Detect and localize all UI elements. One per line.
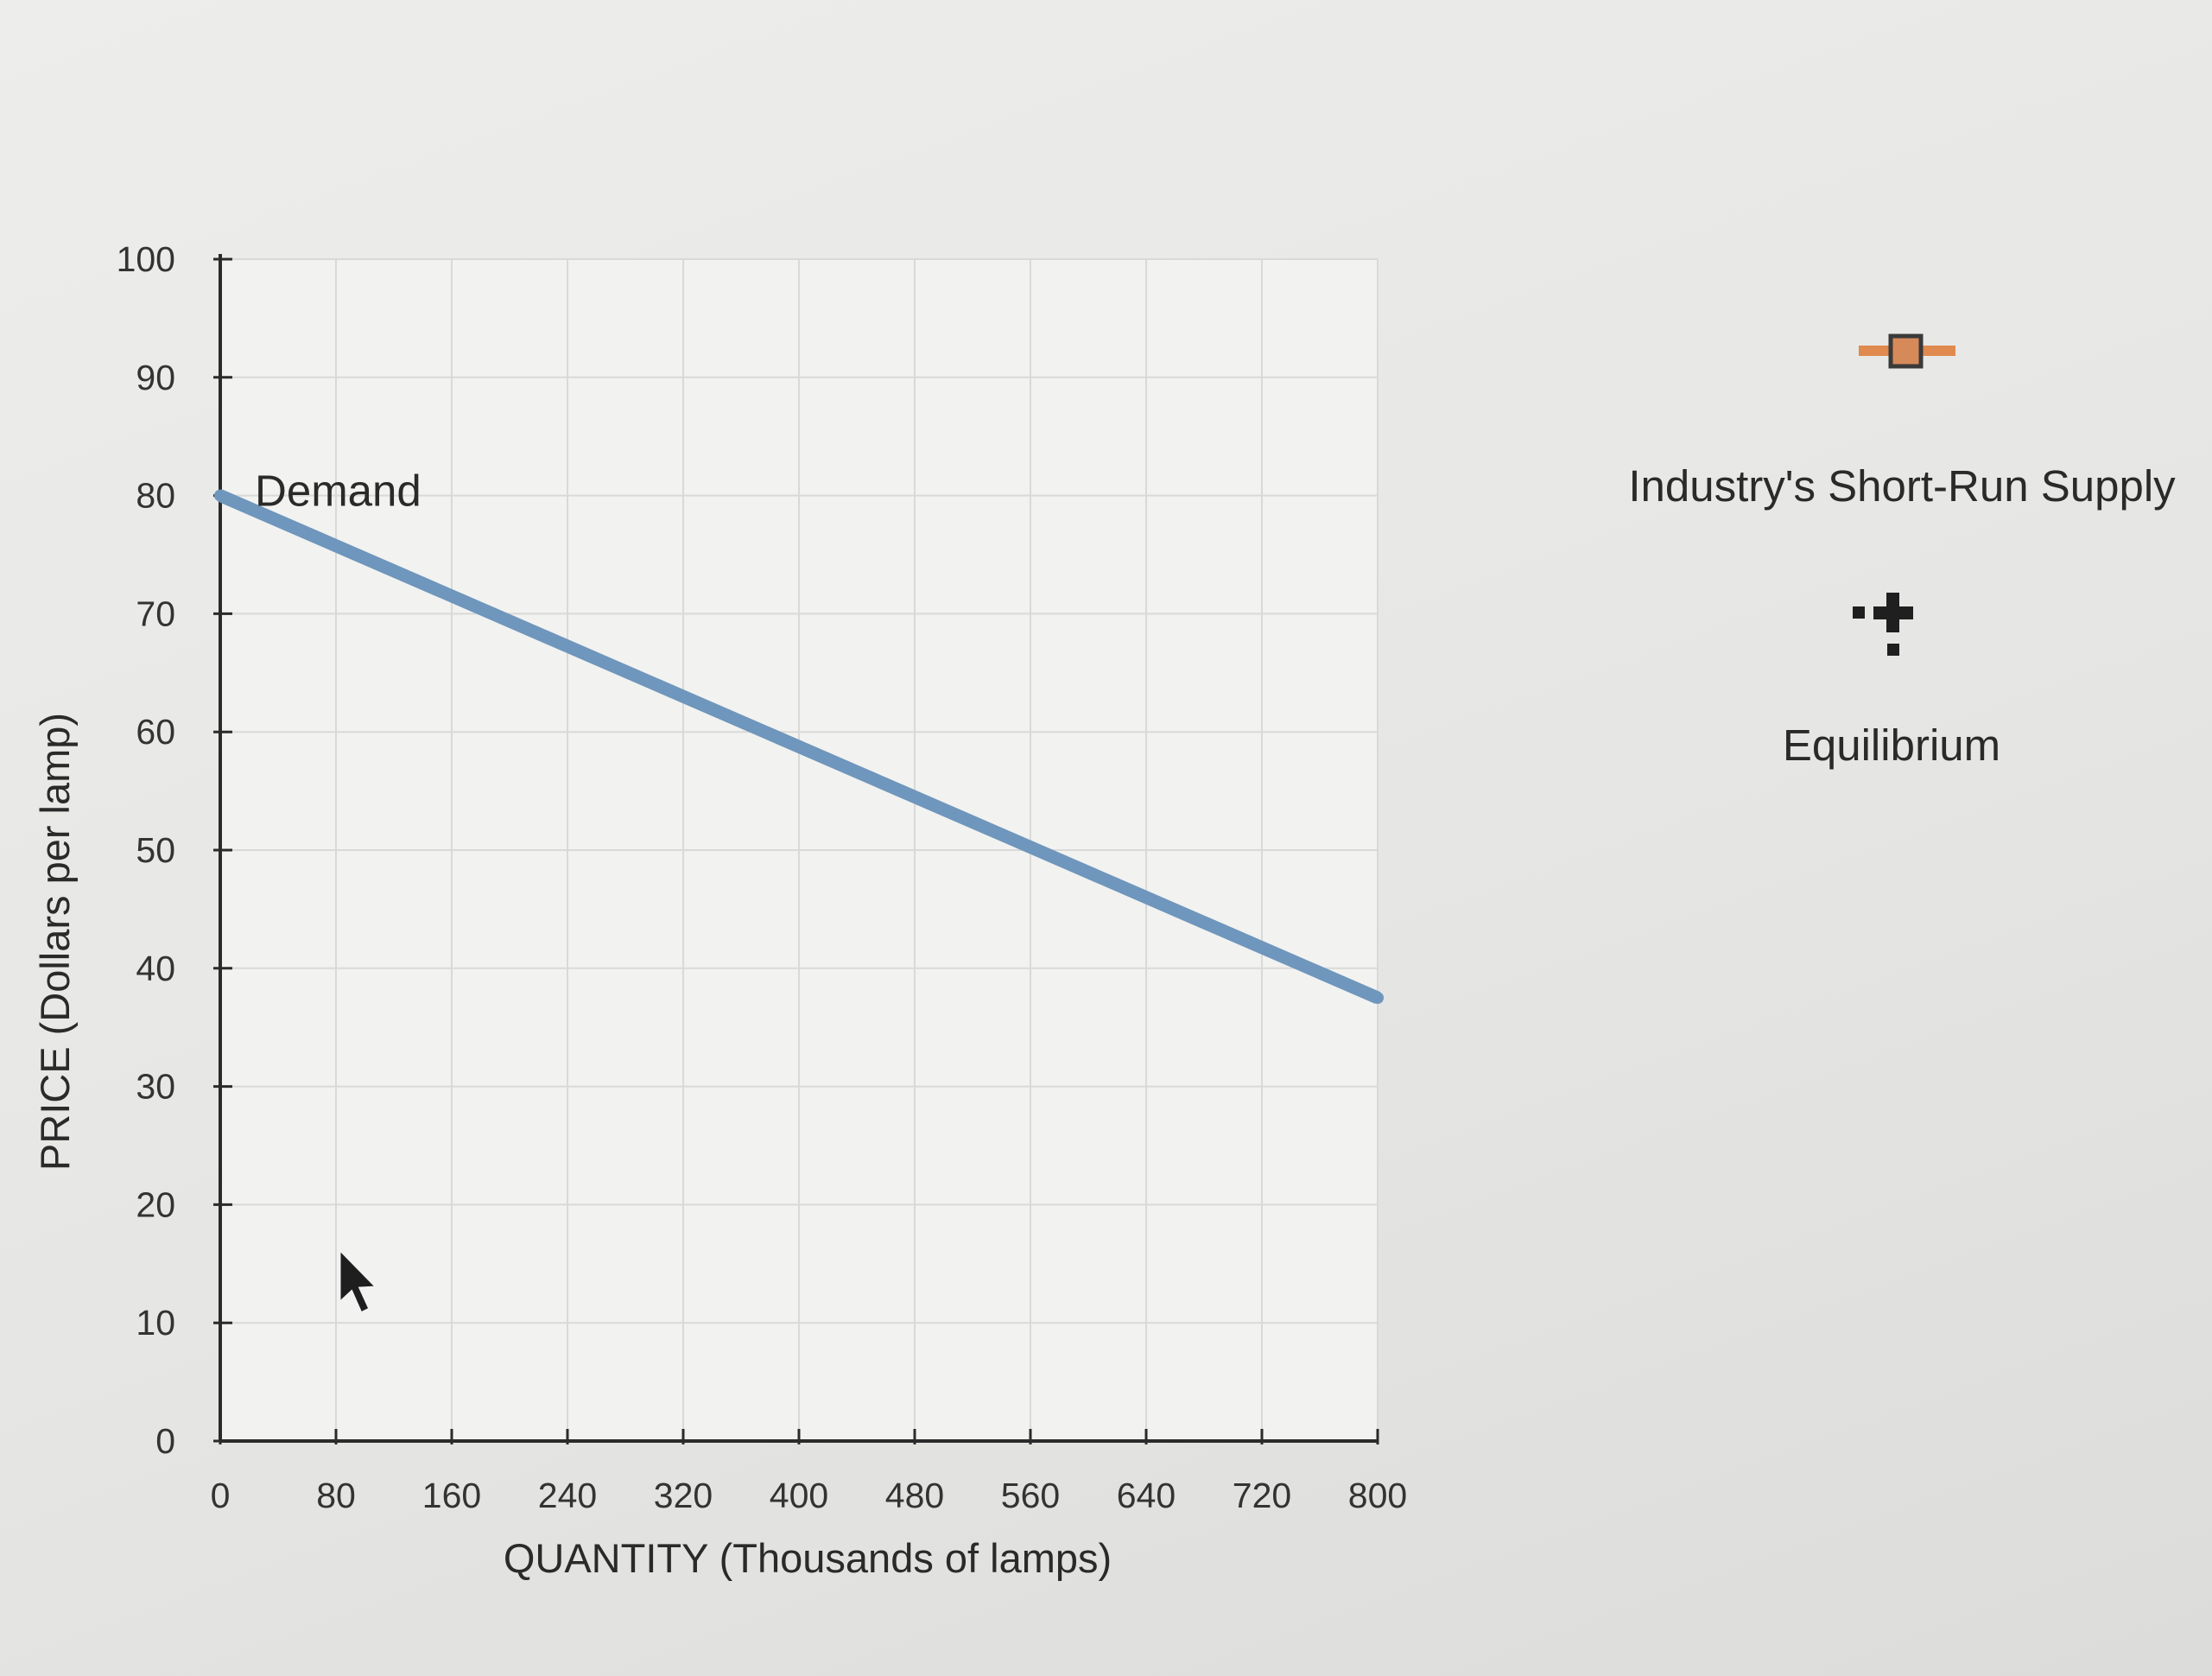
supply-legend-label: Industry's Short-Run Supply bbox=[1628, 461, 2176, 511]
x-tick-label: 320 bbox=[654, 1476, 713, 1515]
x-tick-label: 560 bbox=[1001, 1476, 1060, 1515]
orange-square-marker-icon[interactable] bbox=[1859, 333, 1955, 369]
x-tick-label: 640 bbox=[1117, 1476, 1176, 1515]
demand-curve[interactable] bbox=[218, 489, 1380, 1004]
y-tick-label: 100 bbox=[117, 239, 175, 279]
x-tick-label: 0 bbox=[211, 1476, 231, 1515]
y-tick-label: 50 bbox=[136, 830, 175, 870]
legend-palette: Industry's Short-Run Supply Equilibrium bbox=[1628, 333, 2176, 770]
y-tick-label: 10 bbox=[136, 1303, 175, 1343]
x-tick-label: 240 bbox=[538, 1476, 597, 1515]
x-tick-label: 160 bbox=[422, 1476, 481, 1515]
y-tick-label: 40 bbox=[136, 949, 175, 988]
black-cross-marker-icon[interactable] bbox=[1853, 593, 1913, 656]
y-tick-label: 30 bbox=[136, 1067, 175, 1107]
mouse-cursor-icon bbox=[338, 1246, 380, 1316]
y-tick-label: 70 bbox=[136, 594, 175, 633]
x-tick-label: 480 bbox=[885, 1476, 944, 1515]
demand-curve-label: Demand bbox=[255, 467, 421, 516]
y-tick-label: 20 bbox=[136, 1184, 175, 1224]
tick-labels: 0 10 20 30 40 50 60 70 80 90 100 0 80 160 240 320 400 480… bbox=[117, 239, 1408, 1515]
x-tick-label: 80 bbox=[316, 1476, 356, 1515]
y-tick-label: 80 bbox=[136, 476, 175, 516]
y-tick-label: 0 bbox=[155, 1421, 175, 1461]
x-tick-label: 400 bbox=[770, 1476, 828, 1515]
y-tick-label: 60 bbox=[136, 712, 175, 752]
grid bbox=[219, 258, 1379, 1442]
y-axis-title: PRICE (Dollars per lamp) bbox=[32, 713, 78, 1171]
plot-series[interactable]: Demand bbox=[214, 467, 1384, 1004]
demand-endpoint[interactable] bbox=[1372, 992, 1384, 1004]
equilibrium-tool[interactable]: Equilibrium bbox=[1783, 593, 2000, 770]
x-tick-label: 800 bbox=[1348, 1476, 1407, 1515]
equilibrium-legend-label: Equilibrium bbox=[1783, 721, 2000, 770]
x-tick-label: 720 bbox=[1233, 1476, 1291, 1515]
x-axis-title: QUANTITY (Thousands of lamps) bbox=[504, 1535, 1112, 1581]
demand-endpoint[interactable] bbox=[214, 489, 226, 502]
y-tick-label: 90 bbox=[136, 358, 175, 397]
supply-tool[interactable]: Industry's Short-Run Supply bbox=[1628, 333, 2176, 511]
axes bbox=[213, 254, 1379, 1444]
